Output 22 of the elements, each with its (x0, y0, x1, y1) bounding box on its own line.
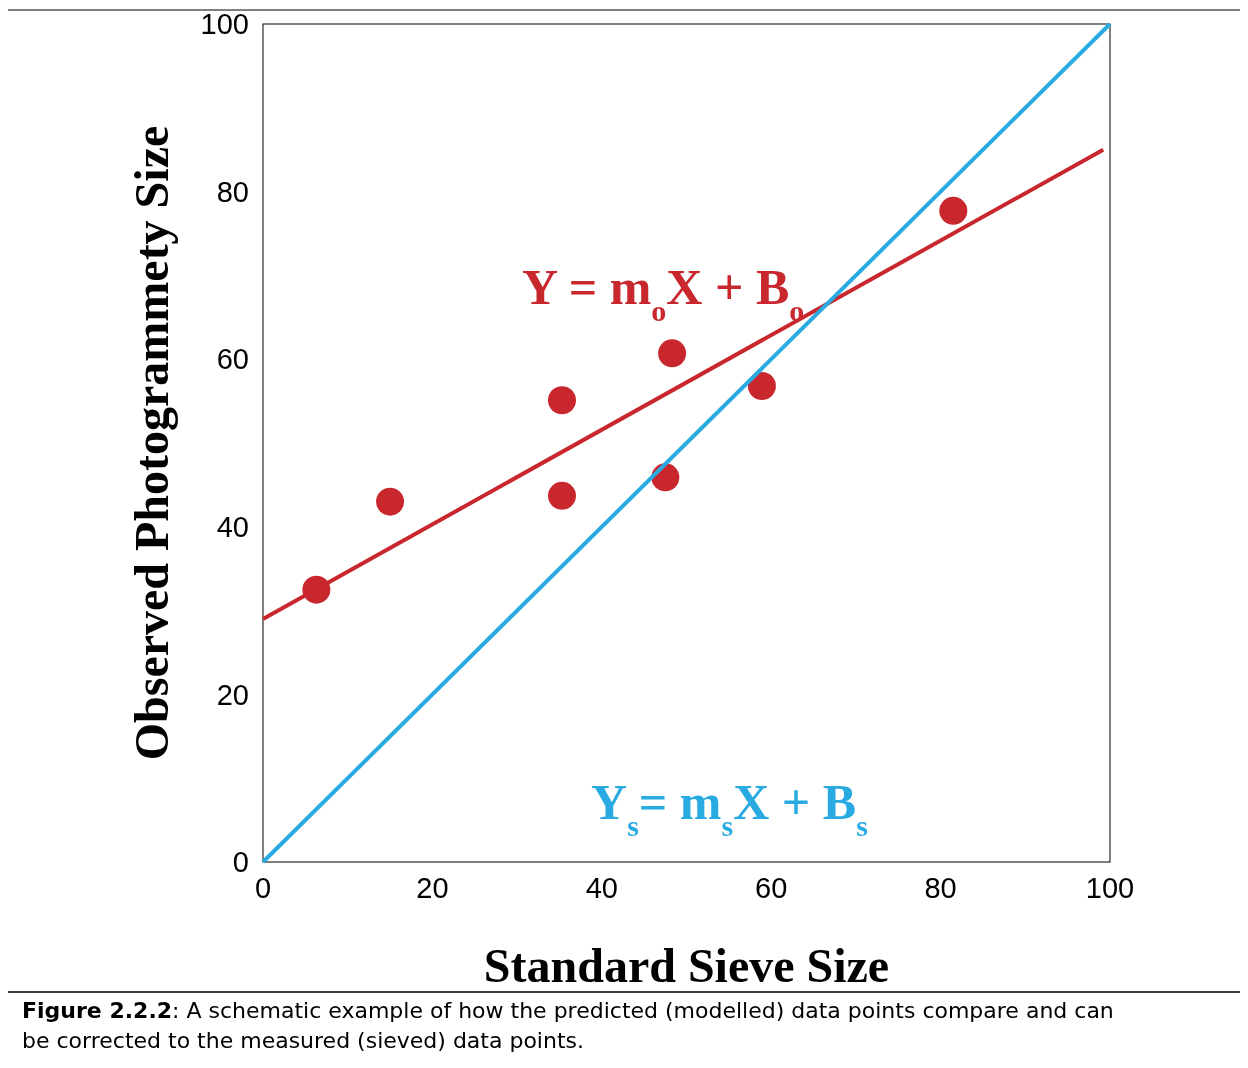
y-axis-title: Observed Photogrammety Size (125, 125, 178, 761)
y-tick-label: 100 (200, 8, 249, 41)
text: Y$_{s}$= m$_{s}$X + B$_{s}$ (591, 773, 868, 842)
point (547, 386, 576, 415)
x-tick-label: 0 (254, 872, 272, 904)
y-tick-label: 0 (232, 846, 249, 879)
y-tick-label: 60 (216, 343, 249, 376)
point (939, 196, 968, 225)
point (376, 487, 405, 516)
caption: Figure 2.2.2: A schematic example of how the predicted (modelled) data points compare and can be corrected to the measured (sieved) data points. (22, 998, 1114, 1053)
x-axis-title: Standard Sieve Size (483, 939, 890, 992)
y-tick-label: 80 (216, 175, 249, 208)
x-tick-label: 60 (755, 872, 788, 904)
y-tick-label: 40 (216, 510, 249, 543)
point (747, 372, 776, 401)
x-tick-label: 100 (1085, 872, 1135, 904)
x-tick-label: 20 (416, 872, 449, 904)
point (658, 339, 687, 368)
x-tick-label: 40 (585, 872, 618, 904)
y-tick-label: 20 (216, 678, 249, 711)
x-tick-label: 80 (924, 872, 957, 904)
point (547, 481, 576, 510)
